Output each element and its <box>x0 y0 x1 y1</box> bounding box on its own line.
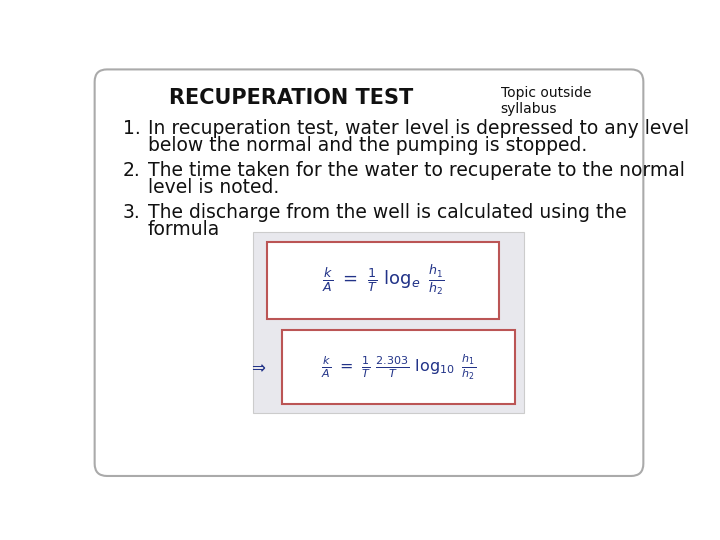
Text: Topic outside
syllabus: Topic outside syllabus <box>500 85 591 116</box>
Text: level is noted.: level is noted. <box>148 178 279 197</box>
Text: RECUPERATION TEST: RECUPERATION TEST <box>169 88 413 108</box>
Text: In recuperation test, water level is depressed to any level: In recuperation test, water level is dep… <box>148 119 689 138</box>
Text: 2.: 2. <box>122 161 140 180</box>
Text: $\Rightarrow$: $\Rightarrow$ <box>248 358 266 376</box>
Text: The discharge from the well is calculated using the: The discharge from the well is calculate… <box>148 204 627 222</box>
Text: $\frac{k}{A}\ =\ \frac{1}{T}\ \frac{2.303}{T}\ \log_{10}\ \frac{h_1}{h_2}$: $\frac{k}{A}\ =\ \frac{1}{T}\ \frac{2.30… <box>321 352 476 382</box>
Text: 1.: 1. <box>122 119 140 138</box>
FancyBboxPatch shape <box>266 242 499 319</box>
Text: $\frac{k}{A}\ =\ \frac{1}{T}\ \log_e\ \frac{h_1}{h_2}$: $\frac{k}{A}\ =\ \frac{1}{T}\ \log_e\ \f… <box>322 264 444 298</box>
FancyBboxPatch shape <box>94 70 644 476</box>
FancyBboxPatch shape <box>282 330 515 403</box>
Text: formula: formula <box>148 220 220 239</box>
FancyBboxPatch shape <box>253 232 524 413</box>
Text: 3.: 3. <box>122 204 140 222</box>
Text: below the normal and the pumping is stopped.: below the normal and the pumping is stop… <box>148 136 588 154</box>
Text: The time taken for the water to recuperate to the normal: The time taken for the water to recupera… <box>148 161 685 180</box>
